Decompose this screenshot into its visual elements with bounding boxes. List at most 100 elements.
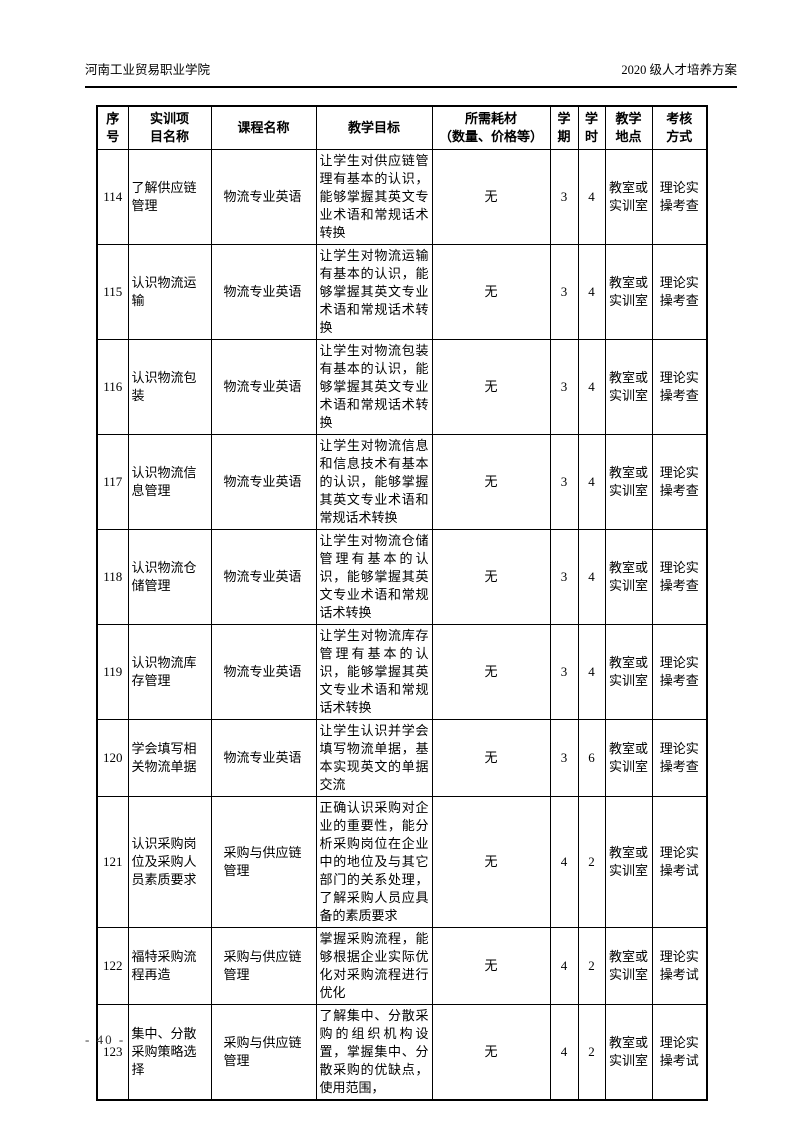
- cell-semester: 4: [549, 1003, 579, 1100]
- cell-hours: 4: [577, 338, 606, 435]
- cell-objective: 让学生对物流运输有基本的认识，能够掌握其英文专业术语和常规话术转换: [315, 243, 433, 340]
- cell-objective: 让学生对供应链管理有基本的认识，能够掌握其英文专业术语和常规话术转换: [315, 148, 433, 245]
- cell-consumables: 无: [431, 338, 551, 435]
- cell-consumables: 无: [431, 433, 551, 530]
- table-row: 120 学会填写相关物流单据 物流专业英语 让学生认识并学会填写物流单据，基本实…: [96, 718, 708, 797]
- cell-location: 教室或实训室: [604, 528, 653, 625]
- cell-location: 教室或实训室: [604, 795, 653, 928]
- cell-consumables: 无: [431, 926, 551, 1005]
- cell-course: 采购与供应链管理: [210, 1003, 317, 1100]
- cell-assessment: 理论实操考查: [651, 623, 708, 720]
- table-row: 116 认识物流包装 物流专业英语 让学生对物流包装有基本的认识，能够掌握其英文…: [96, 338, 708, 435]
- cell-objective: 让学生对物流包装有基本的认识，能够掌握其英文专业术语和常规话术转换: [315, 338, 433, 435]
- col-header-objective: 教学目标: [315, 105, 433, 150]
- cell-assessment: 理论实操考查: [651, 243, 708, 340]
- cell-semester: 4: [549, 795, 579, 928]
- training-plan-table: 序 号 实训项 目名称 课程名称 教学目标 所需耗材 （数量、价格等） 学 期 …: [96, 105, 708, 1101]
- cell-course: 物流专业英语: [210, 148, 317, 245]
- cell-objective: 让学生对物流信息和信息技术有基本的认识，能够掌握其英文专业术语和常规话术转换: [315, 433, 433, 530]
- cell-no: 119: [96, 623, 129, 720]
- cell-assessment: 理论实操考查: [651, 148, 708, 245]
- cell-course: 物流专业英语: [210, 433, 317, 530]
- cell-hours: 6: [577, 718, 606, 797]
- cell-consumables: 无: [431, 528, 551, 625]
- cell-assessment: 理论实操考试: [651, 1003, 708, 1100]
- cell-assessment: 理论实操考查: [651, 433, 708, 530]
- cell-project: 认识物流运输: [127, 243, 212, 340]
- cell-course: 采购与供应链管理: [210, 795, 317, 928]
- cell-location: 教室或实训室: [604, 243, 653, 340]
- cell-location: 教室或实训室: [604, 926, 653, 1005]
- page-header: 河南工业贸易职业学院 2020 级人才培养方案: [85, 62, 737, 88]
- cell-location: 教室或实训室: [604, 1003, 653, 1100]
- table-row: 115 认识物流运输 物流专业英语 让学生对物流运输有基本的认识，能够掌握其英文…: [96, 243, 708, 340]
- cell-course: 物流专业英语: [210, 528, 317, 625]
- cell-semester: 4: [549, 926, 579, 1005]
- cell-course: 采购与供应链管理: [210, 926, 317, 1005]
- table-row: 119 认识物流库存管理 物流专业英语 让学生对物流库存管理有基本的认识，能够掌…: [96, 623, 708, 720]
- cell-location: 教室或实训室: [604, 623, 653, 720]
- cell-no: 118: [96, 528, 129, 625]
- col-header-assessment: 考核 方式: [651, 105, 708, 150]
- cell-no: 116: [96, 338, 129, 435]
- cell-project: 认识物流包装: [127, 338, 212, 435]
- cell-project: 认识采购岗位及采购人员素质要求: [127, 795, 212, 928]
- cell-objective: 让学生对物流仓储管理有基本的认识，能够掌握其英文专业术语和常规话术转换: [315, 528, 433, 625]
- cell-location: 教室或实训室: [604, 338, 653, 435]
- cell-semester: 3: [549, 433, 579, 530]
- cell-assessment: 理论实操考查: [651, 718, 708, 797]
- cell-objective: 让学生认识并学会填写物流单据，基本实现英文的单据交流: [315, 718, 433, 797]
- cell-hours: 2: [577, 795, 606, 928]
- cell-objective: 正确认识采购对企业的重要性，能分析采购岗位在企业中的地位及与其它部门的关系处理，…: [315, 795, 433, 928]
- col-header-consumables: 所需耗材 （数量、价格等）: [431, 105, 551, 150]
- cell-location: 教室或实训室: [604, 433, 653, 530]
- cell-course: 物流专业英语: [210, 338, 317, 435]
- cell-course: 物流专业英语: [210, 718, 317, 797]
- table-row: 121 认识采购岗位及采购人员素质要求 采购与供应链管理 正确认识采购对企业的重…: [96, 795, 708, 928]
- cell-semester: 3: [549, 338, 579, 435]
- cell-assessment: 理论实操考查: [651, 528, 708, 625]
- cell-no: 117: [96, 433, 129, 530]
- cell-no: 114: [96, 148, 129, 245]
- cell-semester: 3: [549, 623, 579, 720]
- cell-semester: 3: [549, 528, 579, 625]
- cell-project: 了解供应链管理: [127, 148, 212, 245]
- col-header-course: 课程名称: [210, 105, 317, 150]
- table-row: 114 了解供应链管理 物流专业英语 让学生对供应链管理有基本的认识，能够掌握其…: [96, 148, 708, 245]
- cell-assessment: 理论实操考试: [651, 795, 708, 928]
- cell-no: 120: [96, 718, 129, 797]
- cell-project: 认识物流信息管理: [127, 433, 212, 530]
- cell-semester: 3: [549, 243, 579, 340]
- col-header-location: 教学 地点: [604, 105, 653, 150]
- table-row: 122 福特采购流程再造 采购与供应链管理 掌握采购流程，能够根据企业实际优化对…: [96, 926, 708, 1005]
- cell-objective: 让学生对物流库存管理有基本的认识，能够掌握其英文专业术语和常规话术转换: [315, 623, 433, 720]
- cell-location: 教室或实训室: [604, 718, 653, 797]
- cell-project: 福特采购流程再造: [127, 926, 212, 1005]
- table-row: 117 认识物流信息管理 物流专业英语 让学生对物流信息和信息技术有基本的认识，…: [96, 433, 708, 530]
- cell-consumables: 无: [431, 243, 551, 340]
- cell-semester: 3: [549, 718, 579, 797]
- cell-project: 认识物流仓储管理: [127, 528, 212, 625]
- cell-no: 123: [96, 1003, 129, 1100]
- cell-objective: 掌握采购流程，能够根据企业实际优化对采购流程进行优化: [315, 926, 433, 1005]
- table-row: 123 集中、分散采购策略选择 采购与供应链管理 了解集中、分散采购的组织机构设…: [96, 1003, 708, 1100]
- table-row: 118 认识物流仓储管理 物流专业英语 让学生对物流仓储管理有基本的认识，能够掌…: [96, 528, 708, 625]
- table-header-row: 序 号 实训项 目名称 课程名称 教学目标 所需耗材 （数量、价格等） 学 期 …: [96, 105, 708, 150]
- cell-course: 物流专业英语: [210, 623, 317, 720]
- cell-assessment: 理论实操考试: [651, 926, 708, 1005]
- cell-hours: 4: [577, 623, 606, 720]
- cell-semester: 3: [549, 148, 579, 245]
- cell-no: 122: [96, 926, 129, 1005]
- cell-project: 认识物流库存管理: [127, 623, 212, 720]
- cell-no: 121: [96, 795, 129, 928]
- cell-assessment: 理论实操考查: [651, 338, 708, 435]
- cell-objective: 了解集中、分散采购的组织机构设置，掌握集中、分散采购的优缺点，使用范围，: [315, 1003, 433, 1100]
- cell-consumables: 无: [431, 795, 551, 928]
- col-header-no: 序 号: [96, 105, 129, 150]
- cell-course: 物流专业英语: [210, 243, 317, 340]
- col-header-semester: 学 期: [549, 105, 579, 150]
- cell-no: 115: [96, 243, 129, 340]
- cell-hours: 4: [577, 148, 606, 245]
- col-header-project: 实训项 目名称: [127, 105, 212, 150]
